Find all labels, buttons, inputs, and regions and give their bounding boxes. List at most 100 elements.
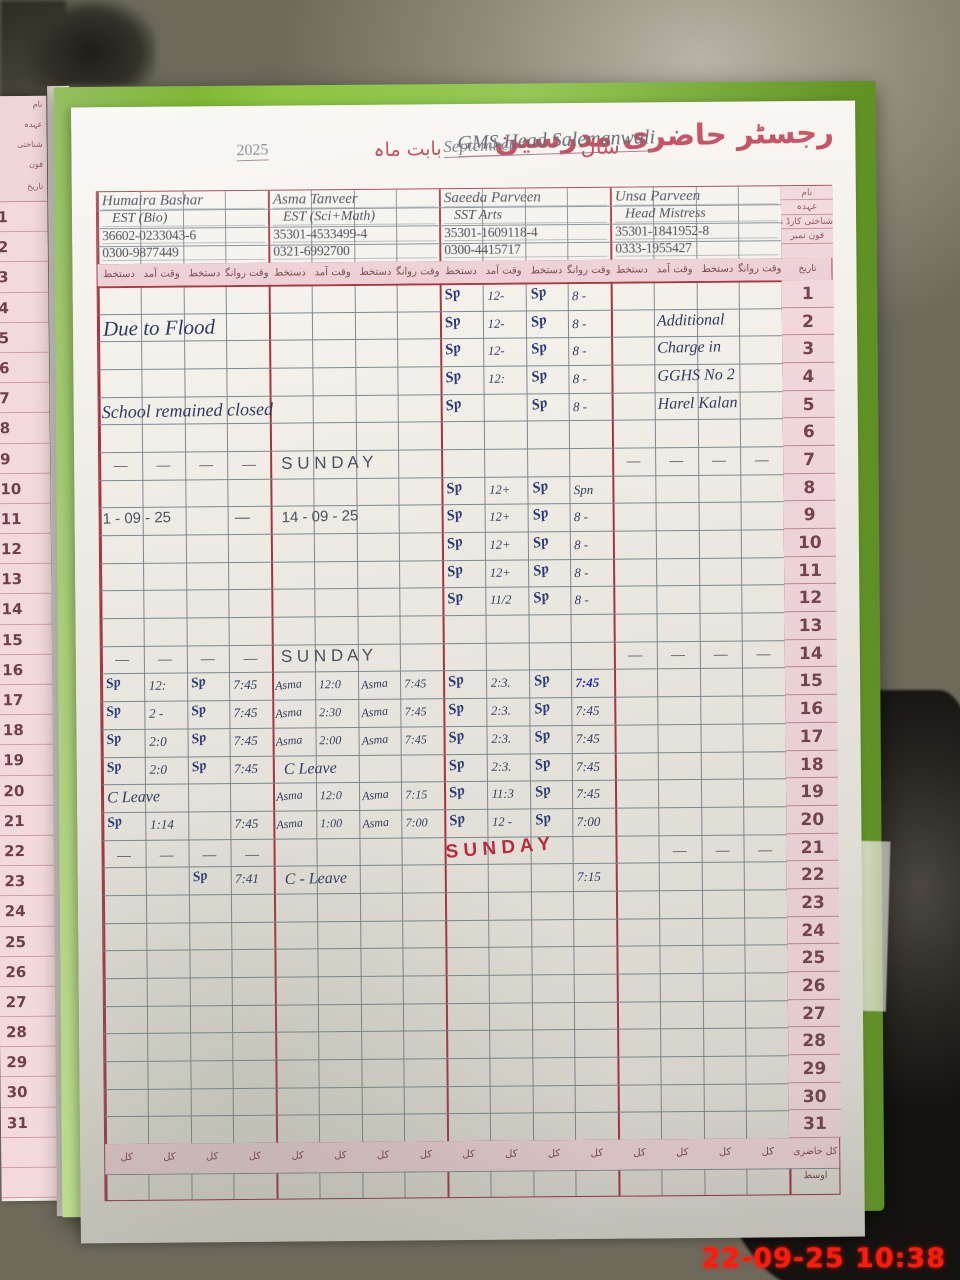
previous-page-date-cell: 14 — [0, 594, 52, 625]
grid-line — [98, 418, 833, 426]
attendance-table: Humaira Bashar EST (Bio) 36602-0233043-6 03… — [95, 184, 842, 1202]
teacher-cnic: 35301-1841952-8 — [615, 221, 779, 240]
previous-page-date-cell: 9 — [0, 443, 51, 474]
grid-line — [99, 501, 834, 509]
teacher-designation: EST (Sci+Math) — [272, 207, 437, 226]
grid-line — [102, 861, 837, 869]
previous-page-date-cell: 8 — [0, 413, 50, 444]
date-cell: 21 — [786, 837, 839, 862]
date-cell: 9 — [783, 505, 836, 530]
date-cell: 4 — [782, 367, 835, 391]
summary-cell: کل — [633, 1147, 646, 1159]
teacher-cnic: 36602-0233043-6 — [102, 225, 266, 245]
date-cell: 25 — [787, 948, 840, 973]
grid-line — [182, 191, 193, 1200]
previous-page-date-cell: 7 — [0, 382, 50, 414]
summary-cell: کل — [761, 1146, 775, 1158]
previous-page-header: نام عہدہ شناختی فون تاریخ — [0, 95, 48, 203]
date-cell: 24 — [787, 920, 840, 945]
sub-column-header: دستخط — [273, 267, 306, 279]
teacher-header-3: Saeeda Parveen SST Arts 35301-1609118-4 030… — [439, 188, 611, 261]
sub-column-header: دستخط — [444, 265, 477, 278]
grid-line — [396, 189, 406, 1198]
page-header: رجسٹر حاضری مدرسین GMS Head Salemanwali … — [93, 115, 834, 183]
date-cell: 5 — [782, 395, 835, 419]
date-cell: 1 — [781, 284, 834, 308]
summary-cell: کل — [291, 1150, 304, 1162]
grid-line — [101, 694, 836, 703]
teacher-designation: SST Arts — [443, 205, 608, 225]
date-cell: 30 — [788, 1087, 841, 1111]
grid-line — [524, 188, 535, 1197]
previous-page-date-cell: 11 — [0, 503, 51, 535]
summary-cell: کل — [248, 1150, 262, 1162]
previous-page-date-cell: 19 — [0, 745, 54, 776]
teacher-name: Saeeda Parveen — [443, 188, 607, 208]
summary-cell: کل — [590, 1147, 604, 1159]
grid-line — [103, 999, 838, 1007]
previous-page-date-cell: 16 — [0, 654, 53, 686]
grid-line — [96, 192, 108, 1201]
date-cell: 8 — [783, 478, 836, 502]
grid-line — [103, 944, 838, 952]
previous-page-date-cell: 6 — [0, 352, 50, 384]
sub-column-header: وقت آمد — [143, 268, 180, 280]
date-cell: 7 — [783, 450, 836, 474]
date-cell: 2 — [781, 312, 835, 336]
date-cell: 27 — [787, 1004, 841, 1028]
right-label: نام — [780, 185, 833, 201]
date-cell: 14 — [784, 644, 837, 668]
grid-line — [99, 473, 834, 481]
right-label: شناختی کارڈ نمبر — [781, 214, 834, 230]
summary-label: کل حاضری — [793, 1145, 838, 1158]
month-handwritten: September — [443, 134, 516, 159]
grid-line — [102, 888, 837, 897]
grid-line — [609, 187, 621, 1196]
date-cell: 15 — [785, 671, 838, 696]
sub-column-header: وقت آمد — [485, 265, 522, 277]
grid-line — [102, 833, 837, 841]
sub-column-header: وقت روانگی — [396, 266, 440, 278]
grid-line — [481, 188, 492, 1197]
sub-column-header: وقت روانگی — [567, 264, 611, 277]
date-cell: 26 — [787, 976, 840, 1000]
grid-line — [97, 307, 832, 315]
previous-page-date-cell: 21 — [0, 805, 54, 837]
teacher-phone: 0333-1955427 — [615, 238, 779, 257]
previous-page-date-cell: 3 — [0, 262, 49, 293]
teacher-designation: Head Mistress — [614, 204, 779, 223]
summary-cell: کل — [120, 1151, 133, 1164]
grid-line — [104, 1027, 839, 1035]
date-cell: 29 — [788, 1059, 841, 1083]
grid-line — [438, 189, 450, 1198]
grid-line — [99, 445, 834, 454]
summary-cell: کل — [718, 1146, 732, 1158]
grid-line — [310, 190, 321, 1199]
teacher-header-2: Asma Tanveer EST (Sci+Math) 35301-4533499-… — [268, 189, 440, 262]
grid-line — [567, 188, 577, 1197]
previous-page-date-cell: 12 — [0, 533, 52, 565]
sub-column-header: دستخط — [188, 268, 221, 280]
teacher-header-4: Unsa Parveen Head Mistress 35301-1841952-8… — [610, 186, 782, 259]
date-cell: 10 — [783, 533, 837, 558]
previous-page-date-cell: 22 — [0, 835, 55, 867]
teacher-name: Asma Tanveer — [272, 190, 436, 209]
previous-page-date-cell: 28 — [0, 1016, 57, 1048]
teacher-cnic: 35301-1609118-4 — [444, 222, 608, 242]
teacher-phone: 0300-4415717 — [444, 239, 608, 259]
sub-column-header: وقت آمد — [314, 267, 351, 279]
date-cell: 23 — [786, 893, 840, 917]
babat-label: بابت ماہ — [373, 137, 442, 162]
grid-line — [100, 584, 835, 592]
right-label: فون نمبر — [781, 228, 834, 244]
camera-timestamp: 22-09-25 10:38 — [701, 1243, 946, 1274]
grid-line — [101, 777, 836, 786]
teacher-header-1: Humaira Bashar EST (Bio) 36602-0233043-6 03… — [97, 191, 269, 264]
date-cell: 17 — [785, 727, 838, 751]
previous-page-date-cell: 13 — [0, 563, 52, 595]
teacher-name: Unsa Parveen — [614, 187, 778, 206]
summary-cell: کل — [462, 1148, 475, 1161]
previous-page-date-cell: 26 — [0, 956, 56, 988]
previous-page-date-cell: 4 — [0, 292, 49, 324]
summary-label: اوسط — [803, 1169, 828, 1182]
